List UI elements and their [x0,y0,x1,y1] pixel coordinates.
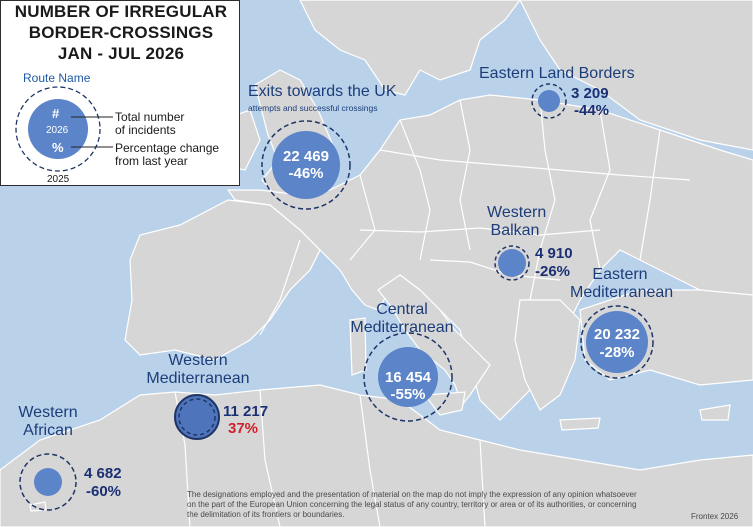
legend-year-current: 2026 [46,125,69,136]
legend-year-previous: 2025 [47,174,70,185]
disclaimer-line-1: The designations employed and the presen… [187,490,637,499]
route-name-balkan-1: Western [487,204,547,221]
country-borders [174,99,691,527]
title-line-1: NUMBER OF IRREGULAR [14,2,228,21]
route-name-western-med-1: Western [168,352,228,369]
route-subtitle-uk: attempts and successful crossings [248,103,378,113]
legend-box: NUMBER OF IRREGULAR BORDER-CROSSINGS JAN… [0,0,240,186]
title-line-2: BORDER-CROSSINGS [28,23,214,42]
change-uk: -46% [288,165,324,182]
legend-current-bubble [28,99,88,159]
count-eastern-land: 3 209 [571,85,609,102]
legend-previous-ring [15,86,101,172]
change-eastern-med: -28% [599,344,635,361]
legend-symbol [15,86,113,172]
legend-total-label: Total number of incidents [115,111,184,137]
legend-change-label-1: Percentage change [115,141,220,155]
legend-change-label-2: from last year [115,154,188,168]
route-name-eastern-med: Eastern Mediterranean [570,266,674,302]
route-name-central-med-1: Central [376,301,428,318]
credit: Frontex 2026 [691,512,739,521]
route-name-western-med-2: Mediterranean [146,370,250,387]
route-name-central-med: Central Mediterranean [344,301,460,337]
count-balkan: 4 910 [535,245,573,262]
change-central-med: -55% [390,386,426,403]
route-name-balkan: Western Balkan [487,204,547,240]
map-title: NUMBER OF IRREGULAR BORDER-CROSSINGS JAN… [9,1,233,64]
count-western-african: 4 682 [84,465,122,482]
legend-percent-symbol: % [52,140,64,155]
legend-route-name: Route Name [23,71,91,85]
legend-number-symbol: # [52,106,60,121]
title-line-3: JAN - JUL 2026 [57,44,185,63]
legend-change-label: Percentage change from last year [115,142,219,168]
disclaimer: The designations employed and the presen… [187,490,637,520]
count-central-med: 16 454 [385,369,431,386]
disclaimer-line-2: on the part of the European Union concer… [187,500,637,509]
change-western-african: -60% [86,483,122,500]
disclaimer-line-3: the delimitation of its frontiers or bou… [187,510,345,519]
route-name-eastern-med-1: Eastern [592,266,648,283]
route-name-western-african-2: African [23,422,73,439]
route-name-central-med-2: Mediterranean [350,319,454,336]
count-western-med: 11 217 [223,403,269,420]
route-name-western-african-1: Western [18,404,78,421]
legend-total-label-1: Total number [115,110,185,124]
route-name-western-med: Western Mediterranean [142,352,254,388]
route-name-western-african: Western African [12,404,84,440]
legend-total-label-2: of incidents [115,123,176,137]
change-eastern-land: -44% [574,102,610,119]
route-name-eastern-med-2: Mediterranean [570,284,674,301]
change-western-med: 37% [228,420,259,437]
route-name-uk: Exits towards the UK [248,83,397,100]
route-name-eastern-land: Eastern Land Borders [479,65,635,82]
count-uk: 22 469 [283,148,329,165]
change-balkan: -26% [535,263,571,280]
route-name-balkan-2: Balkan [490,222,540,239]
count-eastern-med: 20 232 [594,326,640,343]
